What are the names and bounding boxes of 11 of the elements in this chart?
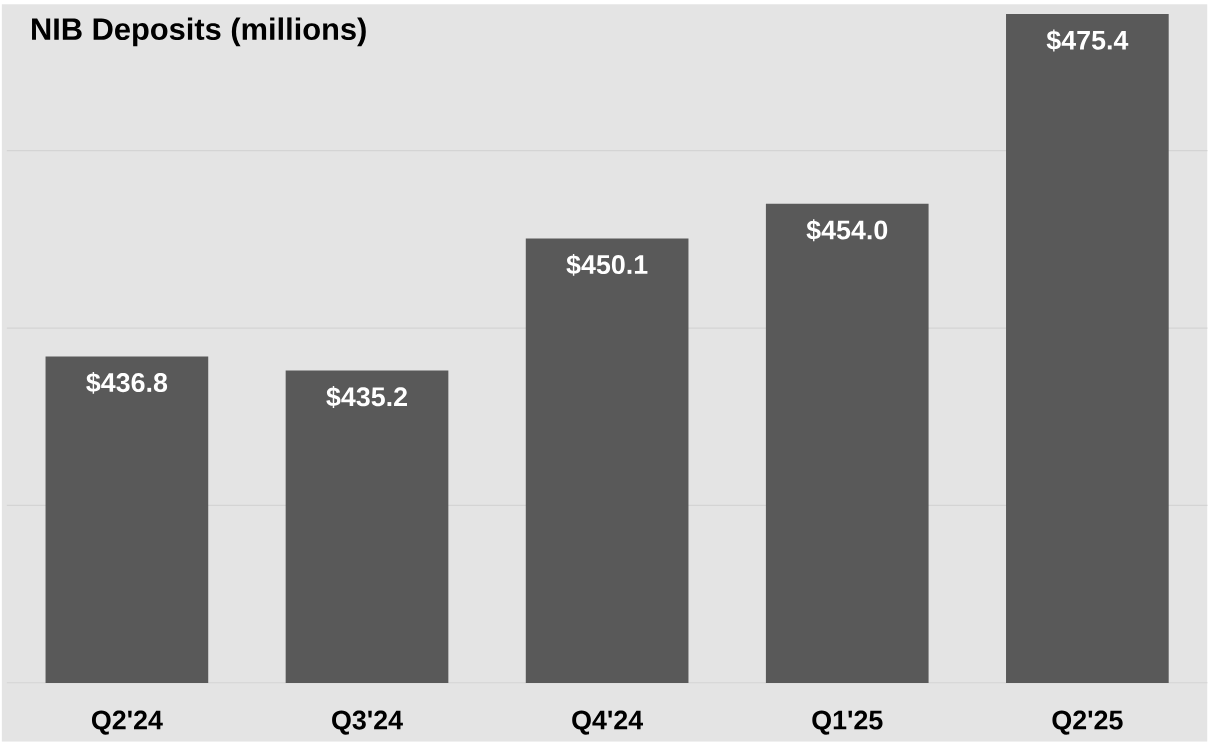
chart-title: NIB Deposits (millions) [32,17,366,47]
data-label: $454.0 [806,219,888,242]
x-tick-label: Q2'24 [91,710,163,735]
x-tick-label: Q4'24 [572,710,644,735]
data-label: $475.4 [1046,29,1129,52]
data-label: $450.1 [566,254,648,276]
data-label: $435.2 [326,386,407,409]
x-tick-label: Q2'25 [1052,710,1123,735]
x-tick-label: Q3'24 [332,710,403,735]
x-tick-label: Q1'25 [812,710,883,735]
data-label: $436.8 [86,372,168,394]
